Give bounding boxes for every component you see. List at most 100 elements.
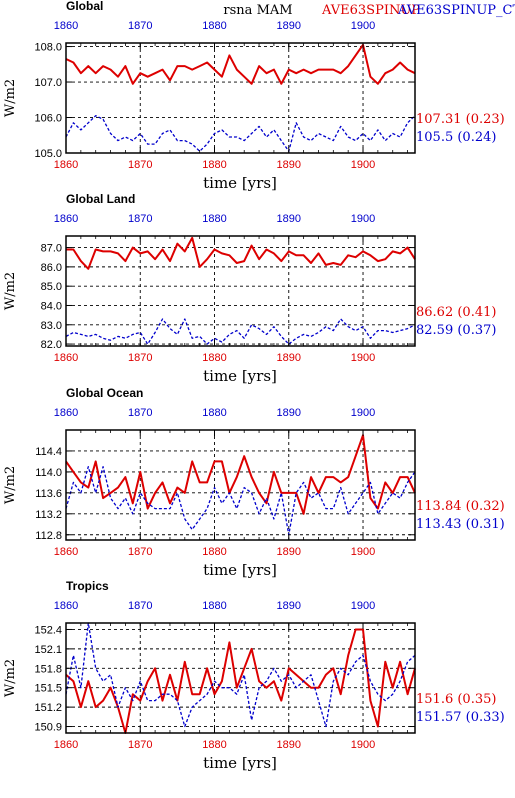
y-tick-label: 82.0 <box>41 339 62 351</box>
y-tick-label: 114.4 <box>35 446 62 458</box>
y-tick-label: 87.0 <box>41 243 62 255</box>
bottom-tick-label: 1870 <box>128 352 152 364</box>
exp-stat-label: 151.6 (0.35) <box>416 692 496 707</box>
panel-title: Global Land <box>66 192 135 206</box>
bottom-tick-label: 1900 <box>351 352 375 364</box>
bottom-tick-label: 1880 <box>202 546 226 558</box>
y-tick-label: 108.0 <box>34 42 62 54</box>
x-axis-label: time [yrs] <box>203 174 277 192</box>
exp-stat-label: 113.84 (0.32) <box>416 499 505 514</box>
bottom-tick-label: 1870 <box>128 159 152 171</box>
legend-ctl-label: AVE63SPINUP_CTL <box>397 3 515 18</box>
y-tick-label: 112.8 <box>35 530 62 542</box>
bottom-tick-label: 1860 <box>54 739 78 751</box>
bottom-tick-label: 1890 <box>277 739 301 751</box>
chart-panel-4: Tropics 1860 1870 1880 1890 1900 150.9 151.2 151… <box>3 579 505 772</box>
top-tick-label: 1880 <box>202 20 226 32</box>
bottom-tick-label: 1880 <box>202 159 226 171</box>
y-tick-label: 151.8 <box>34 663 62 675</box>
panels-group: Global 1860 1870 1880 1890 1900 105.0 106.0 107.… <box>3 0 505 772</box>
top-tick-label: 1880 <box>202 600 226 612</box>
x-axis-label: time [yrs] <box>203 754 277 772</box>
top-tick-label: 1900 <box>351 213 375 225</box>
exp-series-line <box>65 434 416 515</box>
y-tick-label: 152.4 <box>34 624 62 636</box>
ctl-series-line <box>65 318 416 345</box>
bottom-tick-label: 1880 <box>202 739 226 751</box>
ctl-stat-label: 113.43 (0.31) <box>416 517 505 532</box>
bottom-tick-label: 1870 <box>128 546 152 558</box>
legend-exp-label: AVE63SPINUP <box>321 3 420 18</box>
ctl-series-line <box>65 115 416 152</box>
y-axis-label: W/m2 <box>3 659 18 697</box>
y-tick-label: 151.5 <box>34 683 62 695</box>
x-axis-label: time [yrs] <box>203 561 277 579</box>
panel-title: Tropics <box>66 579 109 593</box>
top-tick-label: 1870 <box>128 600 152 612</box>
panel-title: Global <box>66 0 103 13</box>
plot-frame <box>65 622 416 734</box>
top-tick-label: 1860 <box>54 600 78 612</box>
chart-panel-2: Global Land 1860 1870 1880 1890 1900 82.0 83.0 8… <box>3 192 496 385</box>
panel-title: Global Ocean <box>66 386 143 400</box>
top-tick-label: 1890 <box>277 600 301 612</box>
y-tick-label: 86.0 <box>41 262 62 274</box>
chart-panel-1: Global 1860 1870 1880 1890 1900 105.0 106.0 107.… <box>3 0 505 192</box>
top-tick-label: 1870 <box>128 213 152 225</box>
exp-stat-label: 107.31 (0.23) <box>416 112 505 127</box>
y-tick-label: 151.2 <box>34 702 62 714</box>
y-tick-label: 84.0 <box>41 300 62 312</box>
figure-title: rsna MAM <box>223 3 292 18</box>
y-axis-label: W/m2 <box>3 79 18 117</box>
y-axis-label: W/m2 <box>3 272 18 310</box>
bottom-tick-label: 1900 <box>351 739 375 751</box>
bottom-tick-label: 1870 <box>128 739 152 751</box>
y-tick-label: 105.0 <box>34 148 62 160</box>
exp-series-line <box>66 236 416 270</box>
top-tick-label: 1900 <box>351 407 375 419</box>
ctl-series-line <box>65 622 416 728</box>
top-tick-label: 1900 <box>351 20 375 32</box>
bottom-tick-label: 1890 <box>277 352 301 364</box>
top-tick-label: 1860 <box>54 213 78 225</box>
y-tick-label: 113.2 <box>35 509 62 521</box>
y-tick-label: 83.0 <box>41 320 62 332</box>
y-tick-label: 150.9 <box>34 722 62 734</box>
y-tick-label: 85.0 <box>41 281 62 293</box>
top-tick-label: 1870 <box>128 407 152 419</box>
bottom-tick-label: 1860 <box>54 546 78 558</box>
ctl-stat-label: 151.57 (0.33) <box>416 710 505 725</box>
exp-stat-label: 86.62 (0.41) <box>416 305 496 320</box>
top-tick-label: 1880 <box>202 213 226 225</box>
top-tick-label: 1880 <box>202 407 226 419</box>
top-tick-label: 1870 <box>128 20 152 32</box>
y-tick-label: 107.0 <box>34 77 62 89</box>
chart-panel-3: Global Ocean 1860 1870 1880 1890 1900 112.8 113… <box>3 386 505 579</box>
plot-frame <box>65 235 416 347</box>
top-tick-label: 1890 <box>277 20 301 32</box>
bottom-tick-label: 1880 <box>202 352 226 364</box>
y-tick-label: 114.0 <box>35 467 62 479</box>
exp-series-line <box>65 43 416 85</box>
top-tick-label: 1890 <box>277 213 301 225</box>
bottom-tick-label: 1900 <box>351 546 375 558</box>
exp-series-line <box>65 628 416 734</box>
top-tick-label: 1860 <box>54 407 78 419</box>
plot-frame <box>65 42 416 154</box>
bottom-tick-label: 1860 <box>54 352 78 364</box>
y-axis-label: W/m2 <box>3 466 18 504</box>
bottom-tick-label: 1890 <box>277 546 301 558</box>
bottom-tick-label: 1900 <box>351 159 375 171</box>
ctl-stat-label: 82.59 (0.37) <box>416 323 496 338</box>
y-tick-label: 152.1 <box>34 644 62 656</box>
y-tick-label: 106.0 <box>34 113 62 125</box>
plot-frame <box>65 429 416 541</box>
bottom-tick-label: 1890 <box>277 159 301 171</box>
top-tick-label: 1860 <box>54 20 78 32</box>
y-tick-label: 113.6 <box>35 488 62 500</box>
ctl-series-line <box>65 466 416 536</box>
top-tick-label: 1890 <box>277 407 301 419</box>
ctl-stat-label: 105.5 (0.24) <box>416 130 496 145</box>
bottom-tick-label: 1860 <box>54 159 78 171</box>
